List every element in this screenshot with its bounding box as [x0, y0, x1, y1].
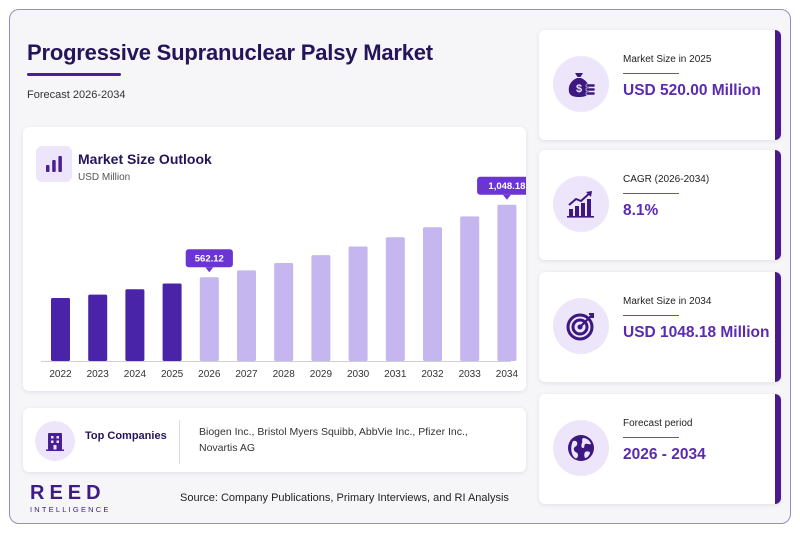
stat-card-forecast-period: Forecast period 2026 - 2034	[539, 394, 781, 504]
stat-divider	[623, 193, 679, 194]
bar-chart: 2022 2023 2024 2025 2026 2027 2028 2029 2030 2031…	[41, 176, 526, 380]
svg-text:1,048.18: 1,048.18	[488, 181, 525, 192]
stat-value: 8.1%	[623, 202, 659, 219]
svg-text:$: $	[576, 83, 582, 95]
x-tick-label: 2022	[49, 369, 72, 380]
bar-2034	[497, 204, 517, 361]
stat-divider	[623, 73, 679, 74]
x-tick-label: 2034	[496, 369, 519, 380]
building-icon	[35, 421, 75, 461]
target-icon	[553, 298, 609, 354]
logo: REED INTELLIGENCE	[30, 482, 111, 514]
stat-label: Forecast period	[623, 418, 693, 429]
data-label-2034: 1,048.18	[477, 176, 526, 200]
bar-2023	[88, 294, 108, 361]
source-note: Source: Company Publications, Primary In…	[180, 492, 509, 504]
x-tick-label: 2033	[459, 369, 482, 380]
companies-list: Biogen Inc., Bristol Myers Squibb, AbbVi…	[199, 426, 468, 454]
stat-card-cagr: CAGR (2026-2034) 8.1%	[539, 150, 781, 260]
title-underline	[27, 73, 121, 76]
money-bag-icon: $	[553, 56, 609, 112]
bar-2033	[460, 216, 480, 361]
data-label-2026: 562.12	[185, 249, 233, 273]
globe-icon	[553, 420, 609, 476]
bar-2024	[125, 289, 145, 361]
bar-2030	[348, 246, 368, 361]
x-tick-label: 2027	[235, 369, 258, 380]
stat-divider	[623, 315, 679, 316]
bar-2032	[423, 227, 442, 361]
stat-value: USD 1048.18 Million	[623, 324, 770, 341]
top-companies-label: Top Companies	[85, 430, 167, 442]
stat-label: CAGR (2026-2034)	[623, 174, 710, 185]
stat-card-market-2034: Market Size in 2034 USD 1048.18 Million	[539, 272, 781, 382]
bar-2028	[274, 263, 294, 361]
x-tick-label: 2031	[384, 369, 407, 380]
bar-2031	[385, 237, 405, 361]
x-tick-label: 2023	[87, 369, 110, 380]
bar-chart-icon	[36, 146, 72, 182]
bar-2025	[162, 283, 182, 361]
stat-card-market-2025: $ Market Size in 2025 USD 520.00 Million	[539, 30, 781, 140]
page-title: Progressive Supranuclear Palsy Market	[27, 40, 433, 65]
x-tick-label: 2029	[310, 369, 333, 380]
stat-label: Market Size in 2025	[623, 54, 712, 65]
bar-2027	[237, 270, 256, 361]
stat-divider	[623, 437, 679, 438]
bar-2026	[199, 277, 219, 361]
stat-value: USD 520.00 Million	[623, 82, 761, 99]
stat-value: 2026 - 2034	[623, 446, 706, 463]
logo-main: REED	[30, 482, 106, 504]
x-tick-label: 2026	[198, 369, 221, 380]
divider	[179, 420, 180, 464]
chart-title: Market Size Outlook	[78, 151, 212, 167]
logo-sub: INTELLIGENCE	[30, 505, 111, 514]
infographic-frame: Progressive Supranuclear Palsy Market Fo…	[9, 9, 791, 524]
chart-unit: USD Million	[78, 172, 131, 183]
stat-label: Market Size in 2034	[623, 296, 712, 307]
x-tick-label: 2032	[421, 369, 444, 380]
bar-2029	[311, 255, 331, 361]
x-tick-label: 2025	[161, 369, 184, 380]
chart-card: Market Size Outlook USD Million 2022 2023…	[23, 127, 526, 391]
x-tick-label: 2030	[347, 369, 370, 380]
bar-2022	[51, 297, 70, 361]
svg-text:562.12: 562.12	[195, 254, 224, 265]
companies-card: Top Companies Biogen Inc., Bristol Myers…	[23, 408, 526, 472]
page-subtitle: Forecast 2026-2034	[27, 89, 126, 101]
x-tick-label: 2024	[124, 369, 147, 380]
growth-chart-icon	[553, 176, 609, 232]
x-tick-label: 2028	[273, 369, 296, 380]
